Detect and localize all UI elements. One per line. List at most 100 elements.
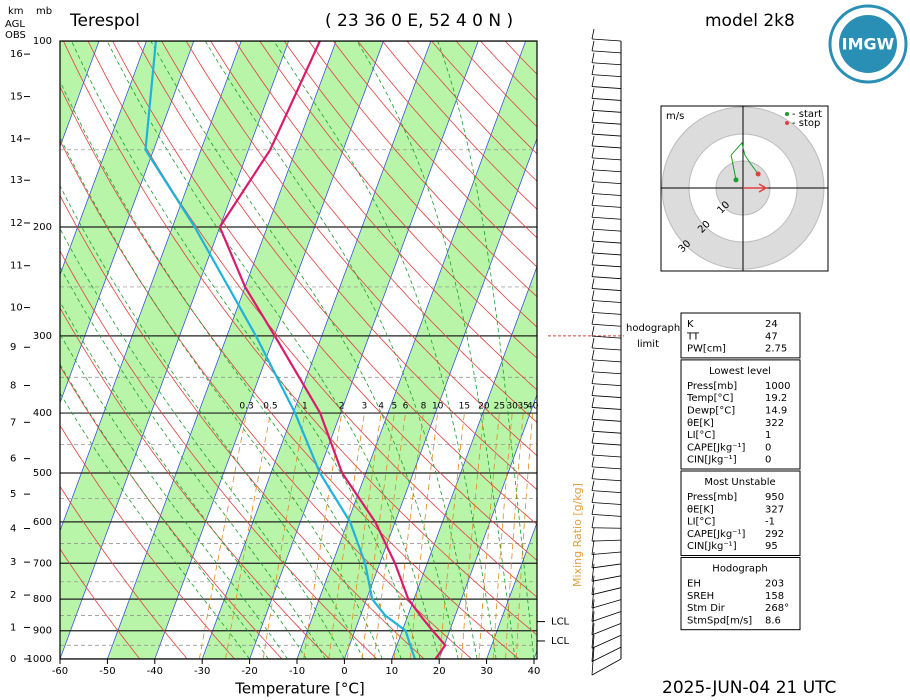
stats-value: -1 xyxy=(765,517,775,528)
x-tick-label: -10 xyxy=(289,666,305,677)
wind-barb xyxy=(591,74,622,78)
km-tick-label: 1 xyxy=(10,622,16,633)
wind-barb xyxy=(591,28,595,40)
stats-value: 2.75 xyxy=(765,344,787,355)
wind-barb xyxy=(591,240,622,244)
dry-adiabat xyxy=(60,365,283,659)
stats-label: K xyxy=(687,319,694,330)
wind-barb xyxy=(591,183,595,194)
wind-barb xyxy=(591,383,622,387)
wind-barb xyxy=(591,326,595,337)
dry-adiabat xyxy=(60,194,425,659)
stats-value: 158 xyxy=(765,591,784,602)
mixing-ratio-label: 4 xyxy=(378,402,384,412)
wind-barb xyxy=(591,264,622,268)
diagram-background xyxy=(60,41,537,659)
plot-frame xyxy=(59,40,538,660)
dry-adiabat xyxy=(136,41,537,526)
wind-barb xyxy=(591,622,622,636)
wind-barb xyxy=(591,502,622,505)
lcl-label: LCL xyxy=(551,636,570,647)
mixing-ratio-label: 20 xyxy=(478,402,490,412)
profile-line xyxy=(218,40,447,660)
stats-label: CIN[Jkg⁻¹] xyxy=(687,541,737,552)
wind-barb xyxy=(591,658,622,676)
stats-value: 24 xyxy=(765,319,778,330)
wind-barb xyxy=(591,646,622,662)
y-tick-label: 700 xyxy=(33,558,52,569)
wind-barb xyxy=(591,216,622,220)
mixing-ratio-label: 2 xyxy=(339,402,345,412)
stats-heading: Lowest level xyxy=(709,366,771,377)
mixing-ratio-label: 0.3 xyxy=(239,402,253,412)
km-tick-label: 8 xyxy=(10,381,16,392)
km-tick-label: 13 xyxy=(10,175,23,186)
km-tick-label: 5 xyxy=(10,489,16,500)
wind-barb xyxy=(591,302,595,313)
wind-barb xyxy=(591,38,622,42)
isotherm xyxy=(154,41,384,659)
wind-barb xyxy=(591,171,595,182)
stats-label: CIN[Jkg⁻¹] xyxy=(687,455,737,466)
isotherm-band xyxy=(297,41,537,659)
stats-label: Press[mb] xyxy=(687,381,737,392)
stats-value: 0 xyxy=(765,455,771,466)
wind-barb xyxy=(591,109,622,113)
wind-barb xyxy=(591,98,622,101)
stats-label: θE[K] xyxy=(687,504,714,515)
wind-barb xyxy=(591,634,622,649)
stats-value: 950 xyxy=(765,492,784,503)
stats-value: 0 xyxy=(765,442,771,453)
wind-barb xyxy=(591,418,622,422)
stats-label: TT xyxy=(686,331,700,342)
wind-barb xyxy=(591,335,622,339)
dry-adiabat xyxy=(112,41,537,561)
dry-adiabat xyxy=(259,41,537,359)
moist-adiabat xyxy=(356,41,516,659)
wind-barb xyxy=(591,219,595,230)
wind-barb xyxy=(591,288,622,291)
hodograph-unit: m/s xyxy=(666,111,684,122)
wind-barb xyxy=(591,337,595,349)
mixing-ratio-label: 35 xyxy=(517,402,528,412)
x-tick-label: -30 xyxy=(194,666,210,677)
profile-line xyxy=(144,40,417,660)
stats-value: 268° xyxy=(765,603,789,614)
dry-adiabat xyxy=(63,41,537,636)
x-tick-label: 30 xyxy=(480,666,493,677)
wind-barb xyxy=(591,347,622,351)
wind-barb xyxy=(591,611,622,622)
wind-barb xyxy=(591,157,622,161)
hodograph-stop xyxy=(755,171,761,177)
wind-barb xyxy=(591,407,622,410)
legend-start: - start xyxy=(792,109,822,120)
isotherm xyxy=(296,41,527,659)
y-tick-label: 100 xyxy=(33,36,52,47)
km-tick-label: 2 xyxy=(10,590,16,601)
wind-barb xyxy=(591,147,595,158)
wind-barb xyxy=(591,513,622,517)
wind-barb xyxy=(591,409,595,420)
wind-barb xyxy=(591,314,595,325)
wind-barb xyxy=(591,204,622,208)
model-name: model 2k8 xyxy=(705,11,795,31)
stats-label: LI[°C] xyxy=(687,430,715,441)
wind-barb xyxy=(591,635,595,662)
wind-barb xyxy=(591,252,622,256)
stats-value: 14.9 xyxy=(765,406,787,417)
moist-adiabat xyxy=(437,41,535,659)
stats-label: Dewp[°C] xyxy=(687,406,735,417)
agl-title: AGL xyxy=(5,19,25,30)
km-tick-label: 0 xyxy=(10,654,16,665)
moist-adiabat xyxy=(60,136,383,659)
isotherm xyxy=(60,41,195,404)
wind-barb xyxy=(591,456,595,467)
wind-barb xyxy=(591,575,595,595)
km-tick-label: 14 xyxy=(10,134,23,145)
wind-barb xyxy=(591,385,595,396)
stats-value: 8.6 xyxy=(765,615,781,626)
dry-adiabat xyxy=(60,548,141,659)
wind-barb xyxy=(591,373,595,384)
wind-barb xyxy=(591,454,622,458)
isotherm xyxy=(249,41,479,659)
